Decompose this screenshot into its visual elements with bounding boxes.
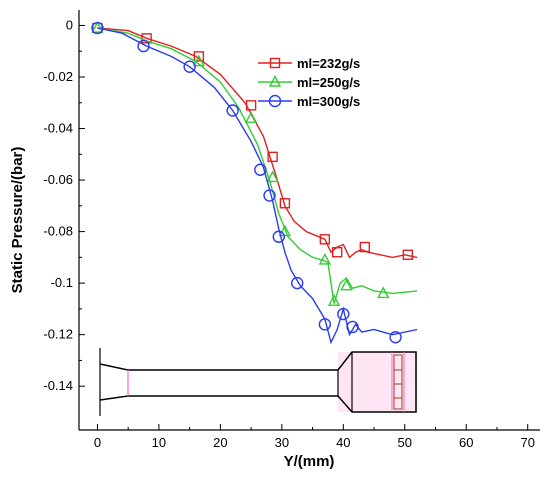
x-axis-title: Y/(mm) [284, 453, 335, 470]
data-point [254, 163, 267, 176]
legend-label: ml=300g/s [297, 94, 360, 109]
x-tick-label: 0 [94, 435, 101, 450]
data-point [245, 100, 257, 111]
data-point [337, 307, 350, 321]
data-point [340, 278, 353, 291]
legend-marker [269, 57, 281, 69]
data-point [183, 60, 196, 73]
data-point [91, 21, 104, 33]
data-point [278, 224, 292, 237]
nozzle-insert [393, 354, 403, 410]
x-tick-label: 20 [213, 435, 227, 450]
y-tick-label: -0.02 [43, 69, 73, 84]
data-point [319, 234, 331, 245]
nozzle-accent-fill [338, 352, 418, 412]
data-point [279, 198, 291, 209]
x-tick-label: 60 [459, 435, 473, 450]
legend-marker [268, 94, 282, 108]
data-point [331, 247, 343, 258]
series-1 [92, 22, 418, 260]
data-point [266, 170, 279, 183]
nozzle-geometry-schematic [99, 348, 418, 416]
series-2 [91, 21, 418, 306]
legend-label: ml=232g/s [297, 56, 360, 71]
legend-label: ml=250g/s [297, 75, 360, 90]
series-line [97, 27, 418, 345]
data-point [291, 276, 304, 290]
data-point [192, 54, 206, 67]
x-tick-label: 50 [398, 435, 412, 450]
y-tick-label: -0.06 [43, 172, 73, 187]
data-point [346, 320, 359, 334]
y-tick-label: 0 [66, 17, 73, 32]
data-point [318, 318, 332, 331]
data-point [137, 39, 150, 53]
series-line [97, 27, 418, 304]
x-tick-label: 70 [520, 435, 534, 450]
series-3 [91, 21, 418, 345]
data-point [327, 294, 341, 306]
data-point [226, 104, 239, 117]
data-point [389, 331, 402, 344]
data-point [244, 111, 258, 123]
data-point [267, 151, 278, 163]
y-ticks: 0 -0.02 -0.04 -0.06 -0.08 -0.1 -0.12 -0.14 [43, 17, 85, 393]
data-point [91, 21, 104, 35]
x-ticks: 0 10 20 30 40 50 60 70 [94, 424, 535, 450]
legend-marker [268, 74, 282, 87]
x-tick-label: 30 [275, 435, 289, 450]
y-tick-label: -0.12 [43, 327, 73, 342]
data-point [402, 249, 414, 260]
y-tick-label: -0.04 [43, 121, 73, 136]
x-tick-label: 10 [152, 435, 166, 450]
data-point [272, 230, 285, 243]
x-tick-label: 40 [336, 435, 350, 450]
data-point [377, 286, 390, 299]
y-tick-label: -0.14 [43, 378, 73, 393]
legend: ml=232g/s ml=250g/s ml=300g/s [258, 56, 360, 109]
data-point [318, 252, 332, 265]
y-tick-label: -0.1 [51, 275, 73, 290]
y-axis-title: Static Pressure/(bar) [9, 147, 26, 294]
nozzle-outline [99, 351, 417, 413]
y-tick-label: -0.08 [43, 224, 73, 239]
data-point [193, 51, 205, 62]
data-point [359, 241, 371, 253]
data-point [263, 189, 276, 202]
series-layer [91, 21, 418, 345]
